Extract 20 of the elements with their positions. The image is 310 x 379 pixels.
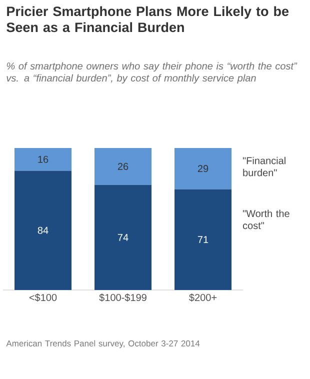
chart-subtitle: % of smartphone owners who say their phone is “worth the cost” vs. a “financial burden”, by cost of monthly service plan <box>6 62 298 84</box>
data-label: 26 <box>118 162 128 170</box>
x-tick-label: $100-$199 <box>99 294 146 302</box>
x-tick-label: <$100 <box>29 294 57 302</box>
text: American Trends Panel survey, October 3-27 2014 <box>6 340 200 348</box>
bar <box>94 148 152 185</box>
data-label: 74 <box>118 234 128 241</box>
chart-title: Pricier Smartphone Plans More Likely to be Seen as a Financial Burden <box>6 6 289 32</box>
bar <box>174 189 232 290</box>
x-tick-label: $200+ <box>189 294 217 302</box>
data-label: 29 <box>198 165 208 172</box>
data-label: 84 <box>38 226 48 234</box>
bar <box>14 170 72 290</box>
bar <box>174 148 232 190</box>
data-label: 16 <box>38 156 48 163</box>
bar <box>94 184 152 290</box>
series-label: "Financial burden" <box>242 156 286 176</box>
bar <box>14 148 72 171</box>
data-label: 71 <box>198 236 208 244</box>
series-label: "Worth the cost" <box>242 210 290 230</box>
